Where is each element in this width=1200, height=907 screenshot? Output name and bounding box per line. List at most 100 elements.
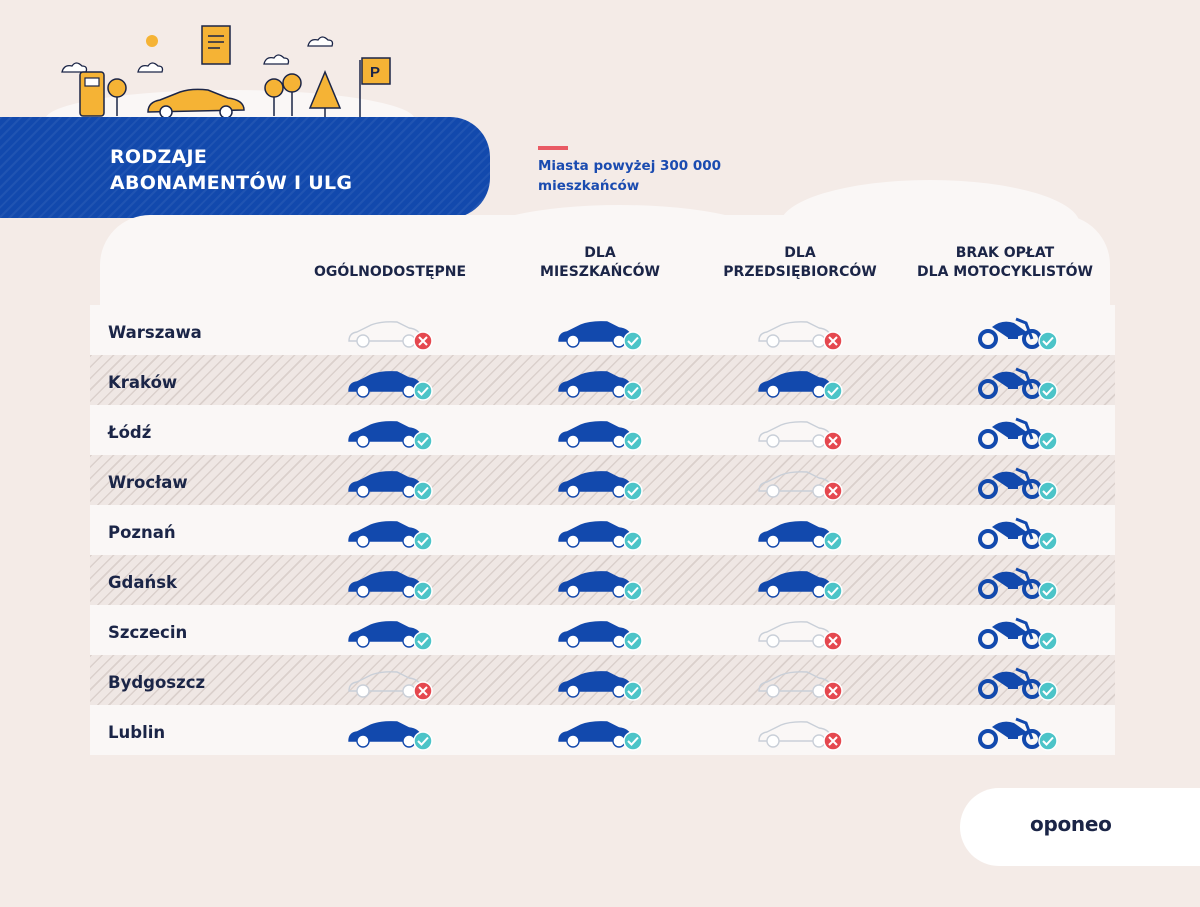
check-icon — [623, 381, 643, 405]
car-icon — [555, 713, 645, 757]
car-cell — [555, 313, 655, 353]
motorcycle-cell — [970, 663, 1070, 703]
cross-icon — [823, 631, 843, 655]
car-cell — [345, 713, 445, 753]
city-name: Kraków — [108, 373, 178, 392]
motorcycle-cell — [970, 413, 1070, 453]
table-row: Poznań — [90, 505, 1115, 555]
city-scene-illustration: P — [45, 25, 415, 130]
check-icon — [413, 431, 433, 455]
car-cell — [755, 413, 855, 453]
check-icon — [413, 531, 433, 555]
car-cell — [345, 313, 445, 353]
table-row: Lublin — [90, 705, 1115, 755]
car-icon — [755, 363, 845, 407]
header-background — [100, 215, 1110, 310]
title-line-1: RODZAJE — [110, 146, 208, 168]
comparison-table: Warszawa Kraków Łódź — [90, 305, 1115, 755]
city-name: Lublin — [108, 723, 166, 742]
car-cell — [345, 463, 445, 503]
check-icon — [413, 381, 433, 405]
table-row: Szczecin — [90, 605, 1115, 655]
car-cell — [555, 513, 655, 553]
check-icon — [623, 731, 643, 755]
check-icon — [623, 681, 643, 705]
car-cell — [345, 413, 445, 453]
check-icon — [413, 631, 433, 655]
check-icon — [1038, 581, 1058, 605]
table-row: Łódź — [90, 405, 1115, 455]
title-line-2: ABONAMENTÓW I ULG — [110, 172, 353, 194]
car-cell — [345, 513, 445, 553]
car-cell — [755, 463, 855, 503]
check-icon — [623, 431, 643, 455]
cross-icon — [823, 731, 843, 755]
car-cell — [555, 713, 655, 753]
car-cell — [755, 663, 855, 703]
cross-icon — [823, 431, 843, 455]
check-icon — [413, 581, 433, 605]
car-cell — [555, 563, 655, 603]
car-cell — [345, 363, 445, 403]
motorcycle-cell — [970, 613, 1070, 653]
car-cell — [555, 413, 655, 453]
check-icon — [623, 581, 643, 605]
car-icon — [345, 613, 435, 657]
legend-marker — [538, 146, 568, 150]
title-banner — [0, 117, 490, 218]
cross-icon — [823, 331, 843, 355]
city-name: Warszawa — [108, 323, 202, 342]
check-icon — [1038, 681, 1058, 705]
motorcycle-cell — [970, 563, 1070, 603]
car-cell — [755, 713, 855, 753]
car-cell — [345, 613, 445, 653]
city-name: Poznań — [108, 523, 176, 542]
cross-icon — [823, 681, 843, 705]
car-cell — [555, 663, 655, 703]
car-cell — [755, 613, 855, 653]
car-cell — [555, 613, 655, 653]
car-icon — [555, 313, 645, 357]
city-name: Szczecin — [108, 623, 188, 642]
column-header-motorcyclists: BRAK OPŁAT DLA MOTOCYKLISTÓW — [917, 245, 1093, 280]
check-icon — [1038, 731, 1058, 755]
car-icon — [345, 463, 435, 507]
table-row: Kraków — [90, 355, 1115, 405]
table-row: Bydgoszcz — [90, 655, 1115, 705]
column-header-public: OGÓLNODOSTĘPNE — [313, 264, 467, 280]
check-icon — [1038, 531, 1058, 555]
check-icon — [623, 331, 643, 355]
table-row: Wrocław — [90, 455, 1115, 505]
check-icon — [623, 481, 643, 505]
car-icon — [345, 713, 435, 757]
city-name: Gdańsk — [108, 573, 178, 592]
check-icon — [823, 531, 843, 555]
check-icon — [623, 631, 643, 655]
table-row: Warszawa — [90, 305, 1115, 355]
car-cell — [755, 563, 855, 603]
car-cell — [755, 313, 855, 353]
check-icon — [1038, 331, 1058, 355]
motorcycle-cell — [970, 363, 1070, 403]
motorcycle-cell — [970, 463, 1070, 503]
motorcycle-cell — [970, 513, 1070, 553]
motorcycle-cell — [970, 713, 1070, 753]
check-icon — [623, 531, 643, 555]
check-icon — [823, 381, 843, 405]
city-name: Bydgoszcz — [108, 673, 206, 692]
car-icon — [345, 363, 435, 407]
car-cell — [345, 663, 445, 703]
table-row: Gdańsk — [90, 555, 1115, 605]
cross-icon — [413, 681, 433, 705]
check-icon — [413, 481, 433, 505]
car-cell — [755, 513, 855, 553]
check-icon — [1038, 631, 1058, 655]
column-header-residents: DLA MIESZKAŃCÓW — [540, 245, 660, 280]
car-cell — [345, 563, 445, 603]
legend-text: Miasta powyżej 300 000 mieszkańców — [538, 158, 722, 194]
check-icon — [413, 731, 433, 755]
car-cell — [555, 363, 655, 403]
logo-container — [960, 788, 1200, 866]
check-icon — [1038, 381, 1058, 405]
cross-icon — [823, 481, 843, 505]
